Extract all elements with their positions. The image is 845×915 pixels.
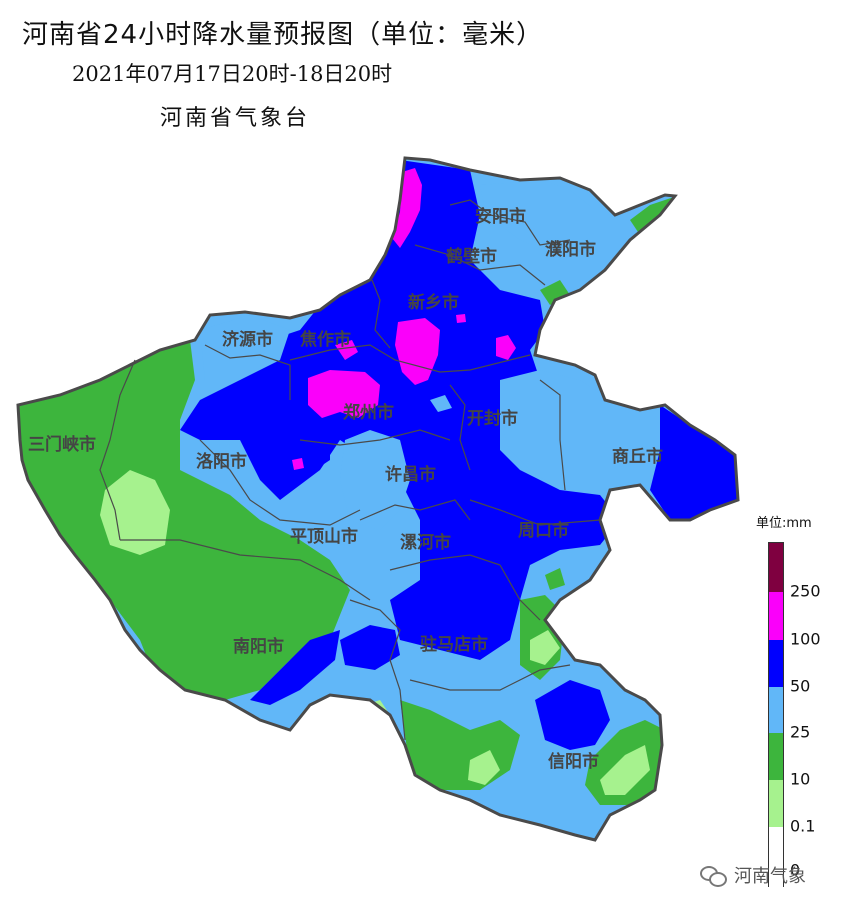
rain-25-50-kaifeng (500, 370, 660, 490)
city-label: 许昌市 (385, 464, 436, 485)
city-label: 鹤壁市 (446, 246, 497, 267)
legend-swatch-50 (769, 640, 783, 687)
legend-swatch-0 (769, 827, 783, 888)
city-label: 郑州市 (343, 402, 394, 423)
city-label: 新乡市 (408, 292, 459, 313)
boundary-pingdingshan-nanyang (120, 539, 371, 601)
rain-50-100-xinyang (535, 680, 610, 750)
rain-50-100-shangqiu-east (650, 405, 738, 520)
forecast-period: 2021年07月17日20时-18日20时 (72, 62, 393, 86)
city-label: 济源市 (222, 329, 273, 350)
boundary-zhengzhou-kaifeng (449, 384, 471, 471)
boundary-xinxiang-jiaozuo (371, 279, 391, 349)
map-title: 河南省24小时降水量预报图（单位：毫米） (22, 20, 544, 50)
city-label: 信阳市 (548, 751, 599, 772)
legend-swatch-0-1 (769, 780, 783, 827)
boundary-jiaozuo-zhengzhou (289, 344, 531, 373)
rain-25-50-jiyuan (200, 315, 290, 380)
boundary-zhengzhou-xuchang (299, 429, 451, 446)
legend-tick: 0.1 (790, 816, 816, 836)
legend-swatch-10 (769, 733, 783, 780)
city-label: 开封市 (467, 408, 518, 429)
boundary-kaifeng-shangqiu (539, 379, 566, 491)
precipitation-legend: 单位:mm 250 100 50 25 10 0.1 0 (748, 512, 838, 892)
city-boundaries (99, 199, 601, 741)
issuer-name: 河南省气象台 (160, 106, 311, 131)
legend-color-bar (768, 542, 784, 888)
rain-25-50-anyang (480, 180, 595, 250)
rain-0-10-tongbai (468, 750, 500, 785)
boundary-nanyang-zhumadian (349, 599, 406, 741)
watermark: 河南气象 (700, 862, 806, 888)
rain-0-10-xinyang (600, 745, 650, 795)
boundary-hebi-xinxiang (414, 244, 546, 286)
rain-10-25-luohe-east (545, 568, 565, 590)
rain-0-10-lushi (100, 470, 170, 555)
legend-swatch-25 (769, 687, 783, 733)
city-label: 漯河市 (400, 532, 451, 553)
boundary-luohe-zhumadian (389, 554, 501, 571)
legend-unit: 单位:mm (756, 516, 812, 531)
city-label: 南阳市 (233, 636, 284, 657)
rain-100-250-zhengzhou (308, 370, 380, 418)
city-label: 平顶山市 (290, 526, 358, 547)
rain-100-250-luoyang-dot (292, 458, 304, 470)
legend-tick: 10 (790, 769, 811, 789)
rain-25-50-xuchang (340, 430, 410, 530)
city-label: 周口市 (518, 520, 569, 541)
city-label: 三门峡市 (28, 434, 96, 455)
legend-swatch-250 (769, 543, 783, 592)
city-label: 驻马店市 (420, 634, 488, 655)
rain-100-250-jiaozuo (335, 340, 358, 360)
legend-tick: 100 (790, 629, 821, 649)
boundary-luoyang-pingdingshan (199, 439, 361, 526)
legend-tick: 25 (790, 722, 811, 742)
boundary-anyang-hebi (449, 199, 571, 246)
legend-tick: 50 (790, 676, 811, 696)
rain-100-250-xinxiang (395, 318, 440, 385)
city-label: 濮阳市 (545, 239, 596, 260)
rain-50-100-zhengzhou-west (270, 420, 330, 480)
rain-100-250-xinxiang-dot (456, 314, 466, 323)
rainfall-fill (18, 158, 738, 840)
legend-tick: 250 (790, 581, 821, 601)
rain-100-250-anyang (392, 168, 422, 248)
rain-10-25-west (18, 340, 350, 700)
boundary-luohe-zhoukou (469, 499, 601, 526)
rain-50-100-north (180, 160, 620, 660)
legend-swatch-100 (769, 592, 783, 640)
city-label: 商丘市 (612, 446, 663, 467)
rain-0-10-zhumadian (530, 630, 560, 665)
rain-25-50-kaifeng-dot (430, 395, 452, 412)
rain-100-250-huojia (496, 335, 516, 360)
boundary-jiyuan-luoyang (204, 344, 291, 400)
boundary-zhumadian-xinyang (409, 664, 571, 691)
rain-50-100-nanyang-east (340, 625, 400, 670)
city-label: 洛阳市 (196, 451, 247, 472)
boundary-sanmenxia-luoyang (99, 359, 136, 541)
wechat-icon (700, 864, 728, 887)
city-label: 焦作市 (299, 329, 351, 350)
boundary-zhoukou-zhumadian (499, 564, 541, 621)
legend-tick: 0 (790, 860, 801, 880)
boundary-xuchang-luohe (359, 499, 471, 521)
city-labels: 安阳市 濮阳市 鹤壁市 新乡市 济源市 焦作市 郑州市 开封市 三门峡市 洛阳市… (28, 206, 663, 772)
watermark-text: 河南气象 (734, 866, 806, 887)
rain-50-100-nanyang (250, 630, 340, 705)
city-label: 安阳市 (475, 206, 526, 227)
